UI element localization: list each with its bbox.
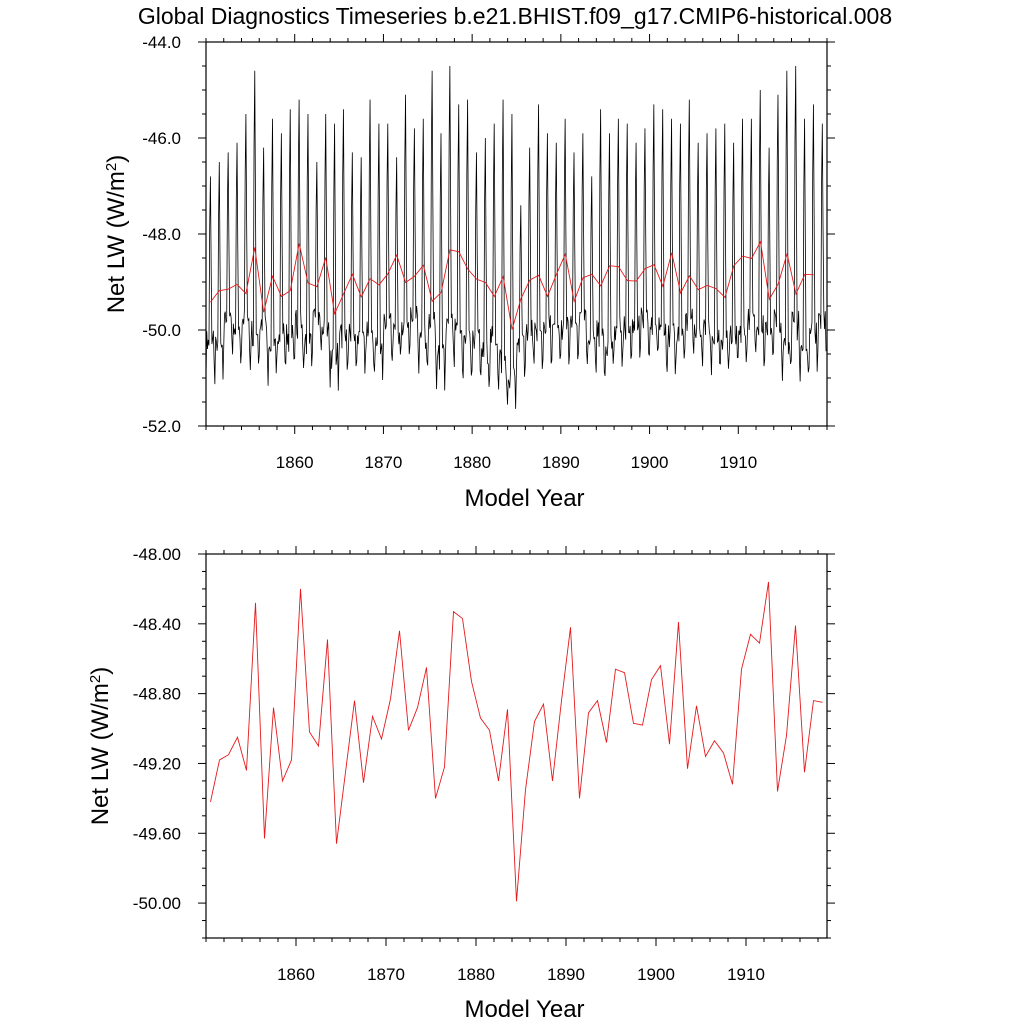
y-axis-label-sup: 2 xyxy=(87,675,104,683)
plot-area xyxy=(210,581,823,902)
y-axis-label-main: Net LW (W/m xyxy=(87,683,114,825)
y-tick-label: -50.00 xyxy=(133,894,181,913)
x-axis-label: Model Year xyxy=(464,996,584,1023)
x-tick-label: 1910 xyxy=(719,453,757,472)
bottom-panel: 1860 1870 1880 1890 1900 1910 -50.00 -49.60 -49.… xyxy=(87,545,835,1023)
y-axis-label-main: Net LW (W/m xyxy=(103,171,130,313)
y-axis-label-close: ) xyxy=(87,667,114,675)
y-tick-label: -52.0 xyxy=(142,417,181,436)
figure-title: Global Diagnostics Timeseries b.e21.BHIS… xyxy=(138,3,892,29)
x-tick-label: 1860 xyxy=(277,965,315,984)
x-tick-label: 1890 xyxy=(547,965,585,984)
x-tick-label: 1900 xyxy=(631,453,669,472)
y-axis-label: Net LW (W/m2) xyxy=(87,667,115,826)
series-line-annual xyxy=(210,240,814,330)
top-panel: 1860 1870 1880 1890 1900 1910-52.0-50.0-48.0-… xyxy=(103,33,835,512)
y-tick-label: -46.0 xyxy=(142,129,181,148)
y-tick-label: -48.00 xyxy=(133,545,181,564)
y-tick-label: -50.0 xyxy=(142,321,181,340)
y-tick-label: -48.0 xyxy=(142,225,181,244)
series-line-annual xyxy=(210,581,823,902)
x-tick-label: 1870 xyxy=(365,453,403,472)
y-tick-label: -48.40 xyxy=(133,615,181,634)
plot-area xyxy=(206,65,827,409)
x-ticks: 1860 1870 1880 1890 1900 1910 xyxy=(205,546,819,984)
x-tick-label: 1910 xyxy=(727,965,765,984)
y-tick-label: -49.20 xyxy=(133,754,181,773)
x-tick-label: 1890 xyxy=(542,453,580,472)
x-axis-label: Model Year xyxy=(464,485,584,512)
x-tick-label: 1900 xyxy=(637,965,675,984)
x-tick-label: 1870 xyxy=(367,965,405,984)
y-ticks: -50.00 -49.60 -49.20 -48.80 -48.40 -48.00 xyxy=(133,545,835,939)
x-ticks: 1860 1870 1880 1890 1900 1910 xyxy=(205,34,828,472)
y-axis-label-close: ) xyxy=(103,155,130,163)
series-line-monthly xyxy=(206,65,827,409)
x-tick-label: 1880 xyxy=(457,965,495,984)
y-ticks: -52.0 -50.0 -48.0 -46.0 -44.0 xyxy=(142,33,835,436)
y-tick-label: -49.60 xyxy=(133,824,181,843)
y-axis-label-sup: 2 xyxy=(103,163,120,171)
y-tick-label: -44.0 xyxy=(142,33,181,52)
y-axis-label: Net LW (W/m2) xyxy=(103,155,131,314)
y-tick-label: -48.80 xyxy=(133,685,181,704)
x-tick-label: 1860 xyxy=(276,453,314,472)
x-tick-label: 1880 xyxy=(453,453,491,472)
